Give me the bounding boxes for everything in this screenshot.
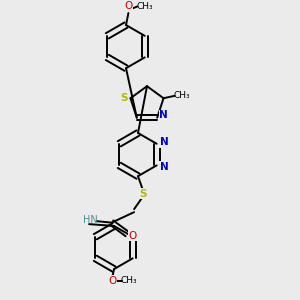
Text: S: S [140, 189, 147, 199]
Text: N: N [159, 110, 168, 120]
Text: N: N [160, 162, 169, 172]
Text: O: O [108, 275, 117, 286]
Text: S: S [120, 93, 127, 103]
Text: HN: HN [83, 215, 98, 225]
Text: O: O [124, 2, 133, 11]
Text: N: N [160, 137, 169, 147]
Text: CH₃: CH₃ [173, 91, 190, 100]
Text: CH₃: CH₃ [136, 2, 153, 11]
Text: CH₃: CH₃ [120, 276, 137, 285]
Text: O: O [128, 230, 137, 241]
